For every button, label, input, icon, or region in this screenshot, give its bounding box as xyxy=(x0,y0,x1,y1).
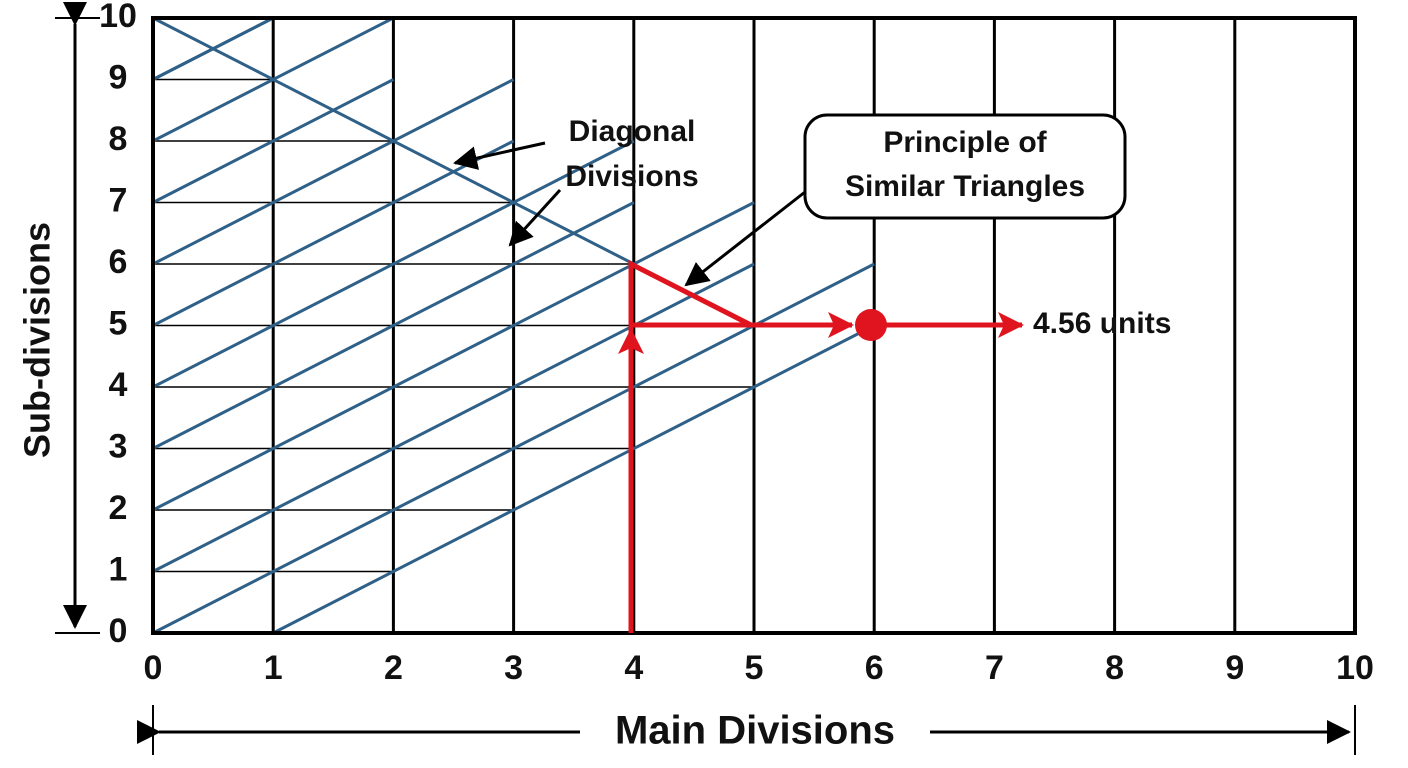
result-label: 4.56 units xyxy=(1033,307,1171,340)
callout-text: Divisions xyxy=(565,160,698,193)
y-tick-label: 3 xyxy=(109,427,128,465)
x-tick-label: 4 xyxy=(624,649,643,687)
y-tick-label: 6 xyxy=(109,243,128,281)
x-axis-label: Main Divisions xyxy=(615,709,895,753)
triangle xyxy=(628,259,753,330)
y-tick-label: 7 xyxy=(109,181,128,219)
x-tick-label: 9 xyxy=(1225,649,1244,687)
x-tick-label: 3 xyxy=(504,649,523,687)
x-tick-label: 5 xyxy=(745,649,764,687)
frame xyxy=(151,16,1357,635)
diagonals xyxy=(152,16,875,635)
x-axis-label-bg xyxy=(580,708,930,758)
x-tick-label: 0 xyxy=(144,649,163,687)
diagonal-line xyxy=(152,139,515,327)
diagonal-line xyxy=(152,201,635,450)
diagonal-line xyxy=(152,201,755,512)
diagonal-line xyxy=(152,262,755,573)
diagonal-line xyxy=(152,16,635,266)
callout-arrow xyxy=(684,190,806,287)
y-tick-label: 10 xyxy=(99,0,137,35)
x-tick-label: 10 xyxy=(1336,649,1374,687)
x-tick-label: 2 xyxy=(384,649,403,687)
x-tick-label: 1 xyxy=(264,649,283,687)
y-tick-label: 2 xyxy=(109,489,128,527)
callout-text: Principle of xyxy=(883,126,1047,159)
diagonal-line xyxy=(152,139,635,389)
diagonal-line xyxy=(152,78,515,266)
diagonal-line xyxy=(152,78,395,204)
y-tick-label: 0 xyxy=(109,612,128,650)
x-tick-label: 6 xyxy=(865,649,884,687)
y-tick-label: 1 xyxy=(109,550,128,588)
callout-box xyxy=(803,113,1127,220)
callout-text: Diagonal xyxy=(569,115,696,148)
construction xyxy=(618,259,1024,633)
y-axis-label: Sub-divisions xyxy=(17,222,58,458)
x-tick-label: 7 xyxy=(985,649,1004,687)
x-tick-label: 8 xyxy=(1105,649,1124,687)
callout-text: Similar Triangles xyxy=(845,170,1085,203)
y-tick-label: 5 xyxy=(109,304,128,342)
diagonal-line xyxy=(272,324,875,635)
diagonal-line xyxy=(152,16,274,81)
y-tick-label: 8 xyxy=(109,120,128,158)
callout-arrow xyxy=(453,141,546,170)
result-point xyxy=(855,309,887,341)
y-tick-label: 4 xyxy=(109,366,128,404)
y-tick-label: 9 xyxy=(109,58,128,96)
callout-arrow xyxy=(508,188,562,247)
